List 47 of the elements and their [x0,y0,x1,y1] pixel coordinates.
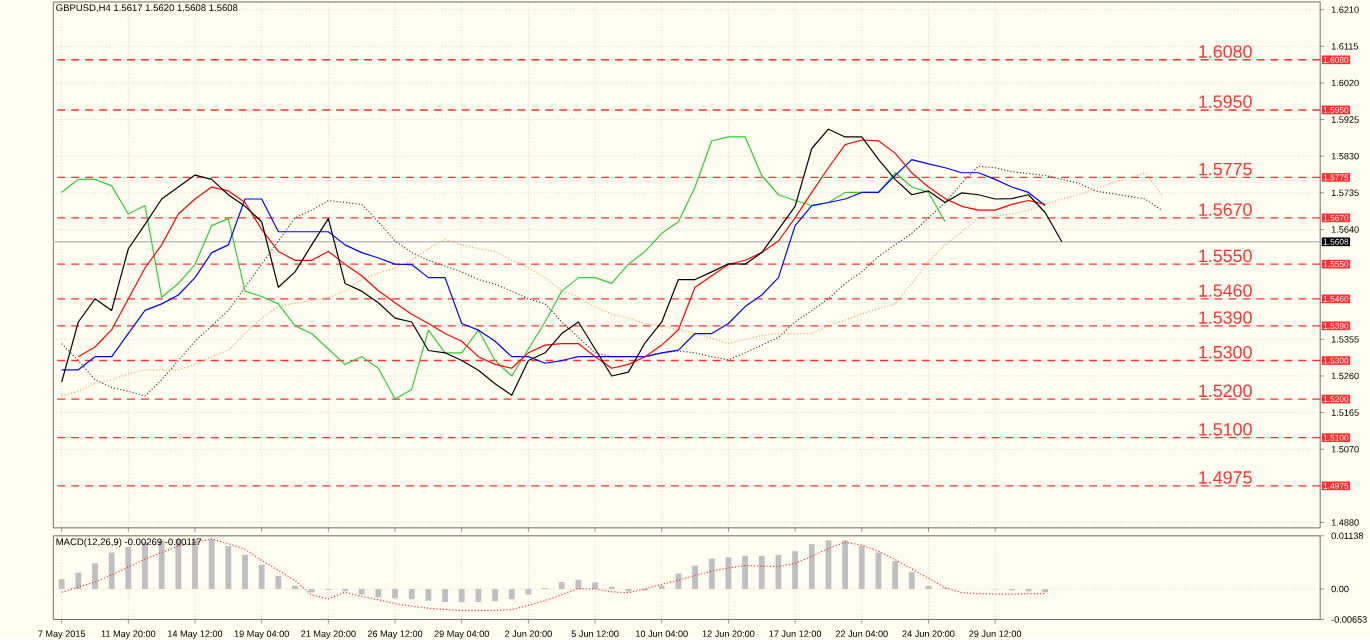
ref-line-label: 1.5100 [1199,423,1252,436]
bar [75,572,82,590]
bar [358,589,365,595]
ref-line-label: 1.5550 [1199,249,1252,263]
bar [258,564,265,590]
bar [892,561,899,590]
bar [58,579,65,590]
bar [225,546,232,590]
bar [492,589,498,602]
bar [508,589,515,600]
bar [525,589,532,595]
bar [458,589,465,603]
ref-line-label: 1.4975 [1199,471,1252,485]
bar [108,552,115,590]
bar [592,582,598,590]
bar [558,582,565,590]
bar [425,589,432,601]
bar [792,551,799,590]
ref-line-label: 1.5670 [1199,203,1252,217]
bar [392,589,398,599]
ref-line-label: 1.5300 [1199,346,1252,359]
bar [742,556,749,590]
bar [475,589,482,603]
bar [692,565,699,590]
ref-line-label: 1.5775 [1199,163,1252,176]
ref-line-label: 1.5390 [1199,311,1252,325]
bar [408,589,415,600]
ref-line-label: 1.5950 [1199,95,1252,109]
bar [858,546,865,590]
bar [442,589,448,603]
bar [908,572,915,590]
bar [142,542,148,590]
bar [92,563,98,590]
bar [575,579,582,590]
bar [242,555,248,590]
bar [758,556,765,590]
bar [808,544,815,590]
bar [125,547,132,590]
bar [842,540,849,590]
ref-line-label: 1.5460 [1199,284,1252,298]
bar [158,540,165,590]
ref-line-label: 1.6080 [1199,45,1252,59]
bar [375,589,382,598]
bar [708,558,715,590]
bar [275,576,282,590]
bar [208,539,215,590]
ref-line-label: 1.5200 [1199,384,1252,398]
